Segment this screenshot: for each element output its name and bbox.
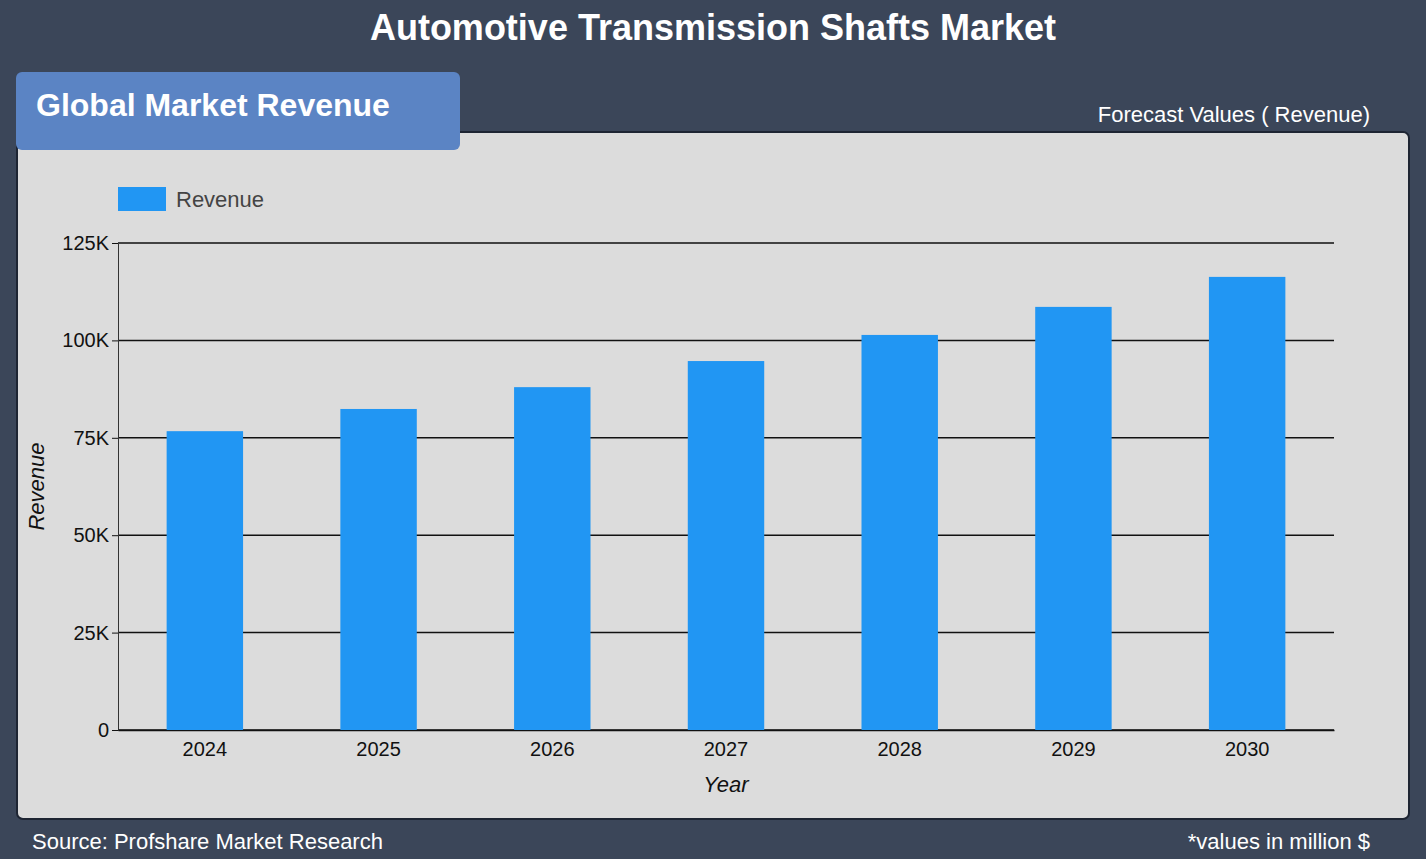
y-tick-mark <box>112 535 118 536</box>
x-axis: 2024 2025 2026 2027 2028 2029 2030 <box>119 730 1335 760</box>
y-tick-label: 0 <box>98 719 109 741</box>
y-tick: 125K <box>62 232 118 254</box>
chart: Automotive Transmission Shafts Market Glo… <box>0 0 1426 859</box>
x-tick-label: 2027 <box>704 738 749 760</box>
y-tick-label: 50K <box>73 524 109 546</box>
x-tick: 2027 <box>704 730 749 760</box>
y-tick: 75K <box>73 427 118 449</box>
bar <box>1035 307 1111 730</box>
source: Source: Profshare Market Research <box>32 829 383 854</box>
x-tick: 2026 <box>530 730 575 760</box>
bar <box>688 361 764 730</box>
x-tick: 2024 <box>183 730 228 760</box>
y-axis-line <box>118 244 119 731</box>
title: Automotive Transmission Shafts Market <box>370 7 1056 48</box>
bar <box>340 409 416 730</box>
y-tick-mark <box>112 243 118 244</box>
x-tick-label: 2025 <box>356 738 401 760</box>
y-tick: 25K <box>73 622 118 644</box>
y-tick-mark <box>112 730 118 731</box>
y-tick: 50K <box>73 524 118 546</box>
y-axis-title: Revenue <box>24 442 49 530</box>
y-tick-mark <box>112 340 118 341</box>
y-axis: 0 25K 50K 75K 100K 125K <box>62 232 118 741</box>
x-tick-label: 2026 <box>530 738 575 760</box>
y-tick-mark <box>112 438 118 439</box>
header-tab <box>16 72 460 150</box>
bar <box>1209 277 1285 730</box>
grid-line <box>118 242 1334 244</box>
y-tick-label: 75K <box>73 427 109 449</box>
note: *values in million $ <box>1188 829 1370 854</box>
x-tick: 2029 <box>1051 730 1096 760</box>
y-tick-mark <box>112 633 118 634</box>
subtitle: Forecast Values ( Revenue) <box>1098 102 1370 127</box>
panel <box>17 132 1409 819</box>
bars <box>167 277 1286 730</box>
grid <box>118 243 1334 730</box>
y-tick-label: 100K <box>62 329 109 351</box>
y-tick-label: 125K <box>62 232 109 254</box>
x-tick-label: 2030 <box>1225 738 1270 760</box>
x-axis-title: Year <box>703 772 750 797</box>
x-tick: 2028 <box>877 730 922 760</box>
x-tick-label: 2029 <box>1051 738 1096 760</box>
y-tick: 100K <box>62 329 118 351</box>
y-tick-label: 25K <box>73 622 109 644</box>
background <box>0 0 1426 859</box>
x-tick-label: 2024 <box>183 738 228 760</box>
legend-label: Revenue <box>176 187 264 212</box>
y-tick: 0 <box>98 719 118 741</box>
bar <box>514 387 590 730</box>
x-tick: 2025 <box>356 730 401 760</box>
header: Global Market Revenue <box>36 87 390 123</box>
bar <box>167 431 243 730</box>
legend-swatch <box>118 187 166 211</box>
legend: Revenue <box>118 187 264 212</box>
x-tick: 2030 <box>1225 730 1270 760</box>
grid-line <box>118 340 1334 342</box>
bar <box>861 335 937 730</box>
x-tick-label: 2028 <box>877 738 922 760</box>
